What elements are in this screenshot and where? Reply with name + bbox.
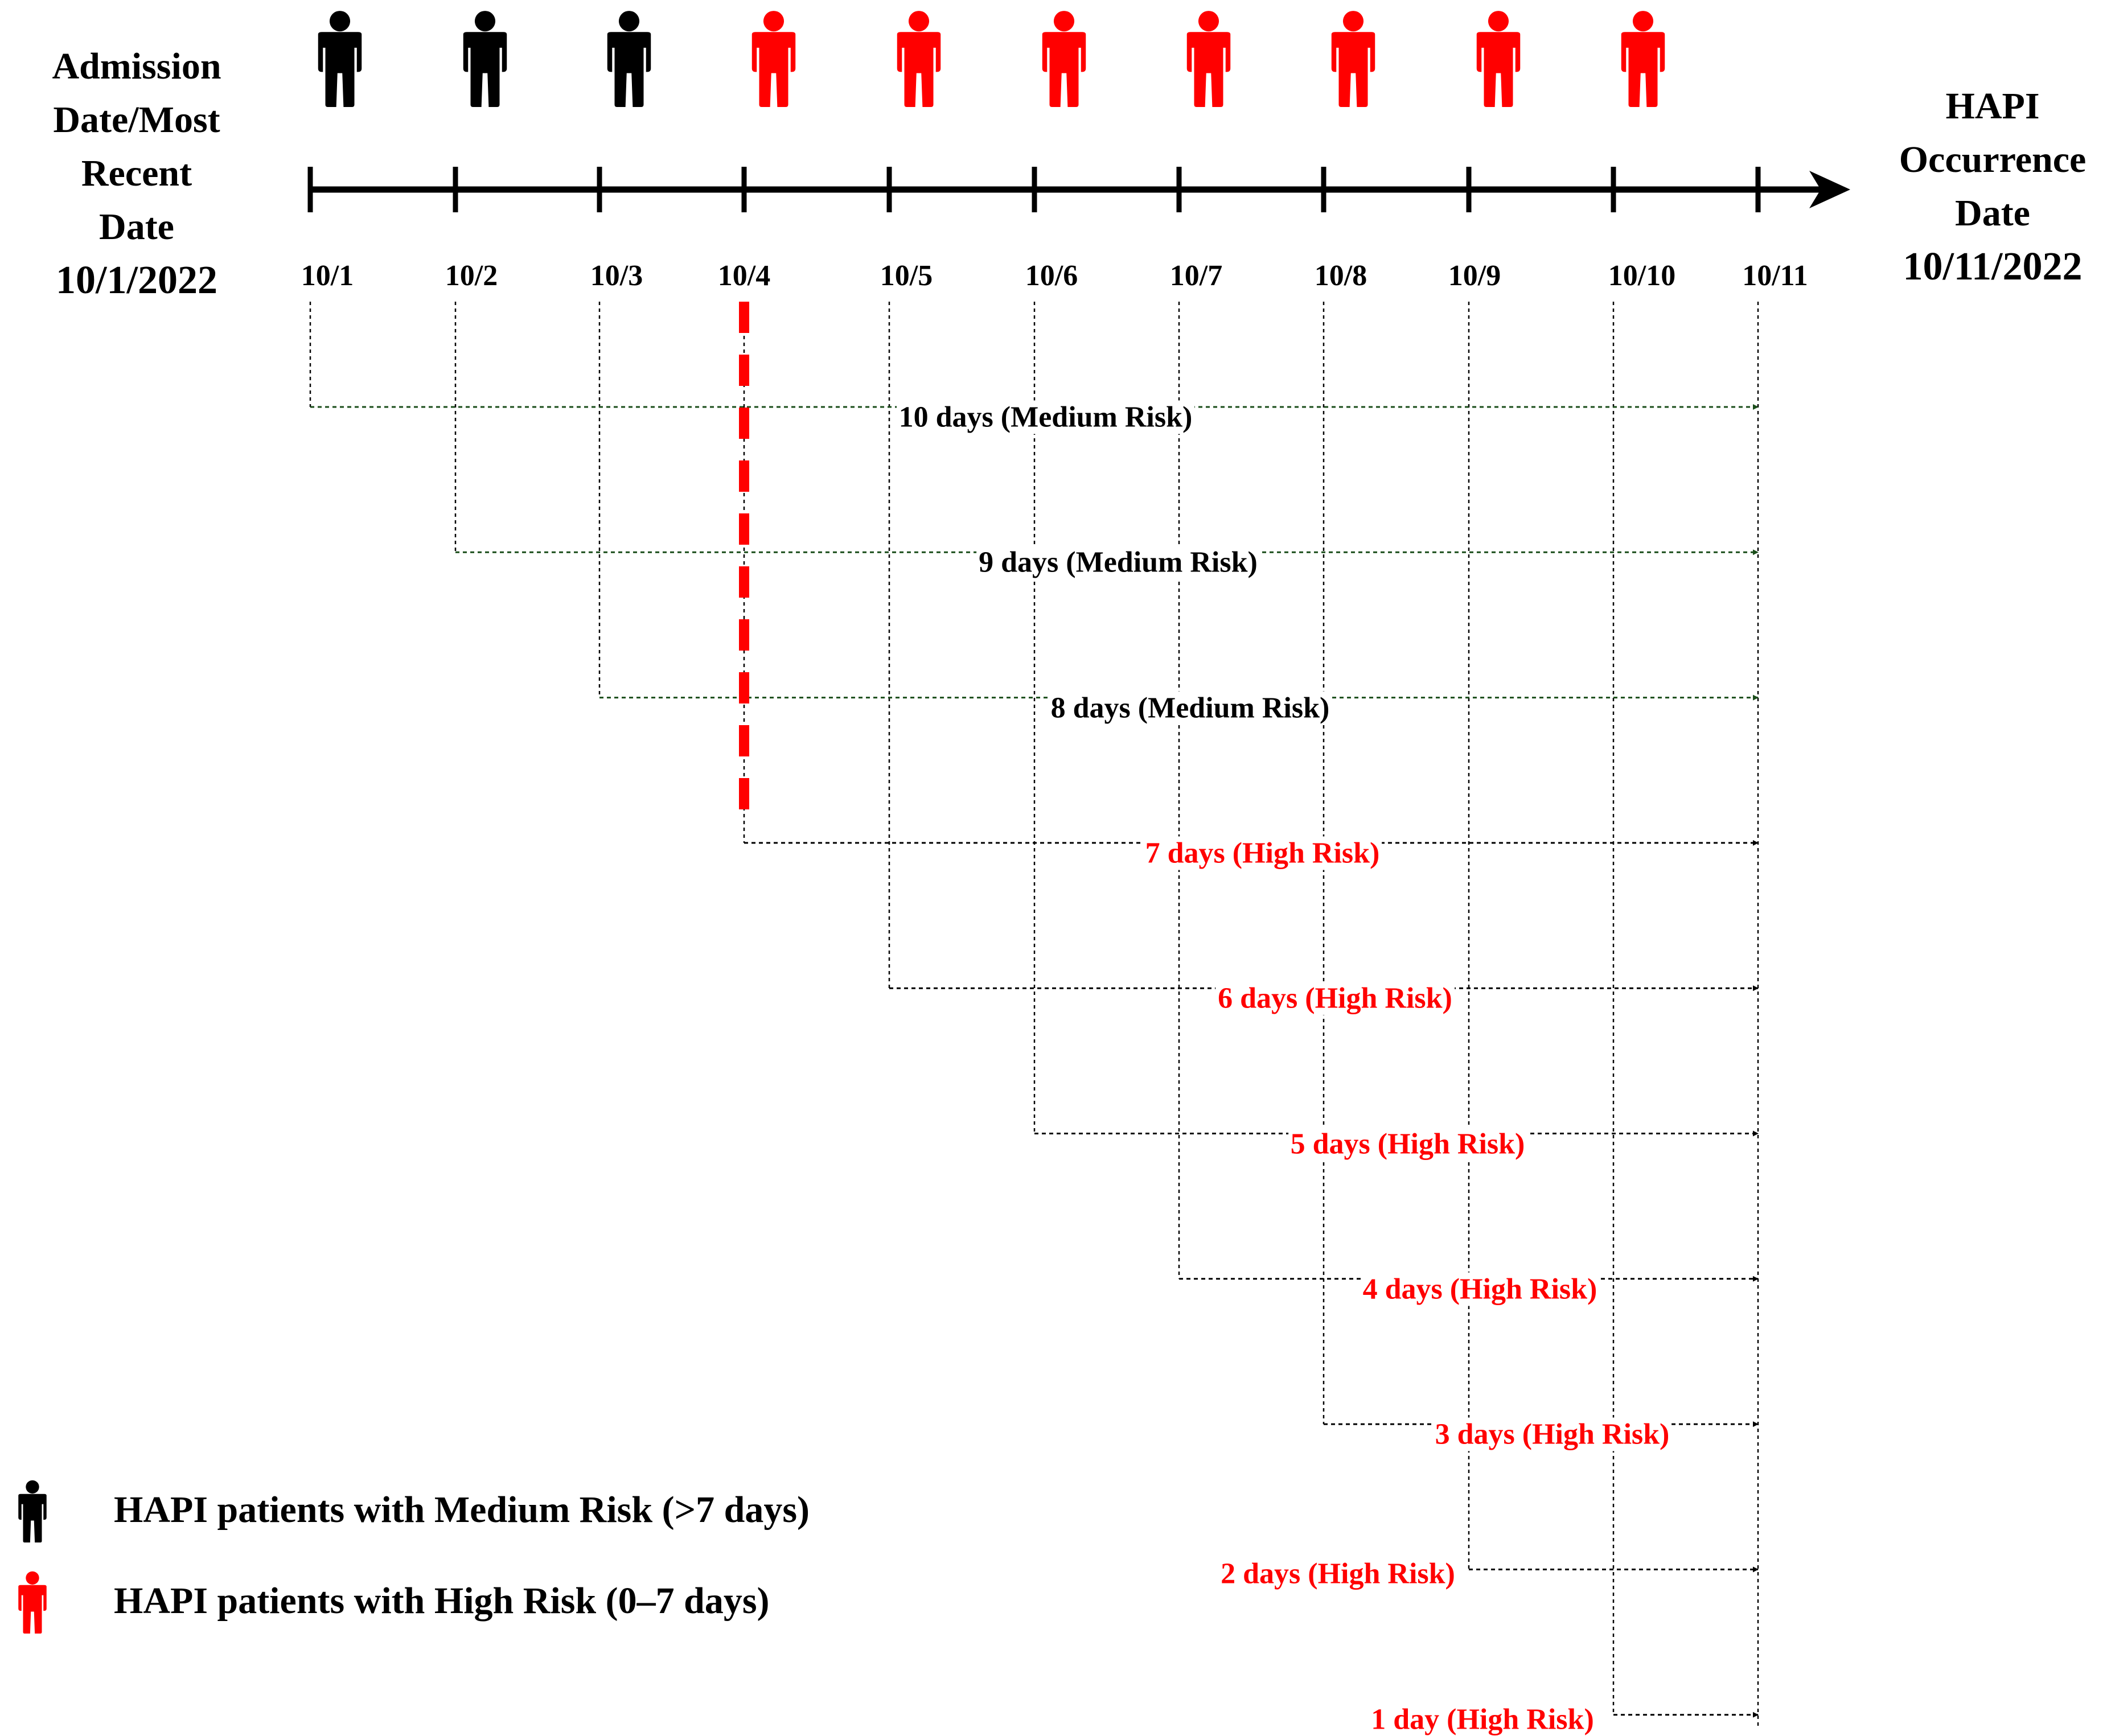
date-label-10-5: 10/5 <box>880 260 933 292</box>
patient-icon-10-7-high <box>1174 10 1243 107</box>
patient-icon-10-8-high <box>1319 10 1387 107</box>
duration-label-5-days: 5 days (High Risk) <box>1288 1127 1527 1161</box>
grid-layer <box>309 302 1759 1726</box>
legend-high-label: HAPI patients with High Risk (0–7 days) <box>114 1580 770 1622</box>
right-title-line-1: HAPI <box>1945 85 2040 127</box>
left-title-line-1: Admission <box>52 46 221 87</box>
axis-layer <box>307 167 1850 826</box>
duration-label-7-days: 7 days (High Risk) <box>1143 836 1382 870</box>
right-title-line-3: Date <box>1955 192 2030 234</box>
left-date: 10/1/2022 <box>56 258 217 302</box>
date-label-10-11: 10/11 <box>1742 260 1808 292</box>
duration-label-1-days: 1 day (High Risk) <box>1371 1703 1594 1736</box>
duration-label-6-days: 6 days (High Risk) <box>1215 981 1455 1015</box>
duration-label-8-days: 8 days (Medium Risk) <box>1048 691 1332 725</box>
date-label-10-3: 10/3 <box>590 260 643 292</box>
date-label-10-9: 10/9 <box>1448 260 1501 292</box>
legend-medium-label: HAPI patients with Medium Risk (>7 days) <box>114 1489 810 1531</box>
date-label-10-1: 10/1 <box>301 260 354 292</box>
right-title-line-2: Occurrence <box>1899 139 2087 180</box>
legend-high-person-icon <box>13 1571 52 1634</box>
left-title-line-2: Date/Most <box>53 99 220 141</box>
hapi-occurrence-title: HAPI Occurrence Date 10/11/2022 <box>1873 80 2111 294</box>
date-label-10-8: 10/8 <box>1314 260 1367 292</box>
right-date: 10/11/2022 <box>1903 245 2083 289</box>
timeline-arrowhead <box>1809 171 1850 208</box>
left-title-line-3: Recent <box>81 153 192 194</box>
date-label-10-6: 10/6 <box>1025 260 1078 292</box>
legend-medium-person-icon <box>13 1480 52 1542</box>
date-label-10-10: 10/10 <box>1608 260 1676 292</box>
patient-icon-10-1-medium <box>306 10 374 107</box>
patient-icon-10-6-high <box>1030 10 1098 107</box>
duration-label-2-days: 2 days (High Risk) <box>1221 1557 1455 1590</box>
date-label-10-7: 10/7 <box>1169 260 1223 292</box>
patient-icon-10-5-high <box>885 10 953 107</box>
patient-icon-10-3-medium <box>595 10 663 107</box>
duration-label-4-days: 4 days (High Risk) <box>1360 1272 1600 1306</box>
patient-icon-10-10-high <box>1609 10 1677 107</box>
duration-label-3-days: 3 days (High Risk) <box>1432 1417 1672 1451</box>
duration-label-10-days: 10 days (Medium Risk) <box>896 400 1195 434</box>
patient-icon-10-2-medium <box>451 10 519 107</box>
date-label-10-2: 10/2 <box>445 260 498 292</box>
left-title-line-4: Date <box>99 206 174 248</box>
patient-icon-10-9-high <box>1464 10 1533 107</box>
duration-label-9-days: 9 days (Medium Risk) <box>976 545 1260 579</box>
date-label-10-4: 10/4 <box>717 260 771 292</box>
admission-date-title: Admission Date/Most Recent Date 10/1/202… <box>23 40 250 307</box>
patient-icon-10-4-high <box>740 10 808 107</box>
